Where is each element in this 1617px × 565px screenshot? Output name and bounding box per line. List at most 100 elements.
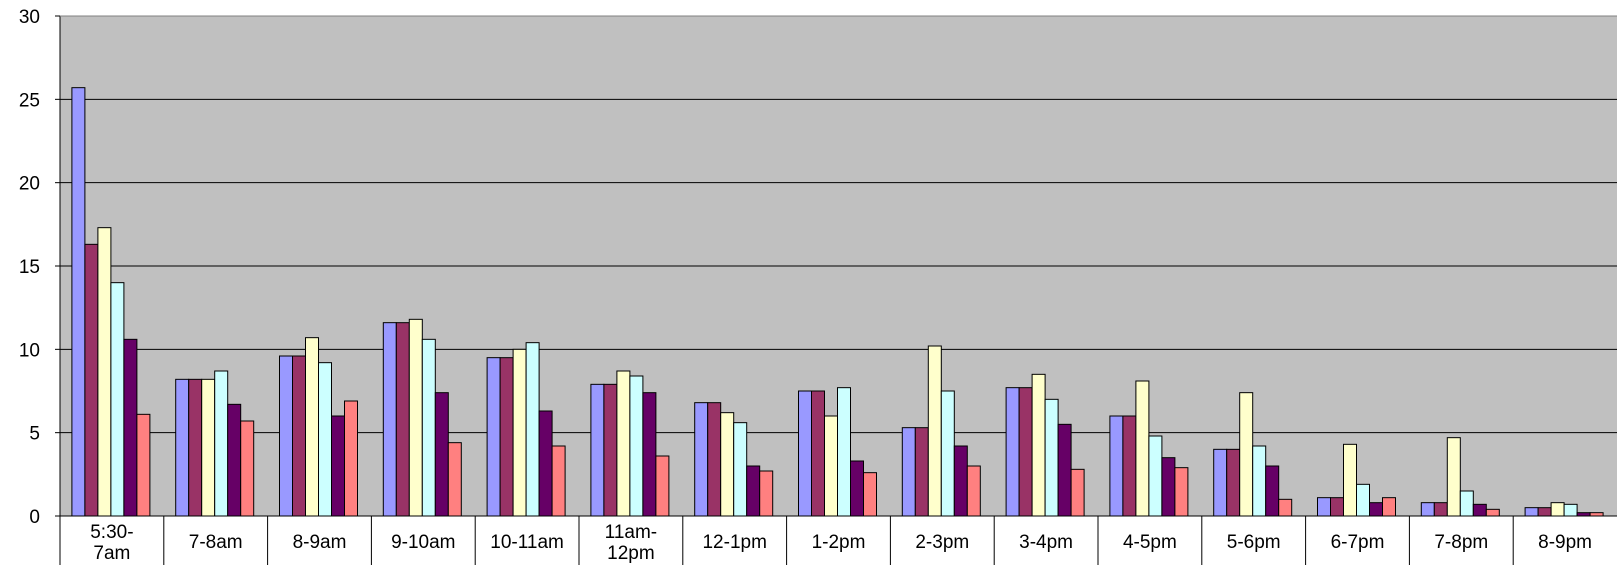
bar bbox=[201, 378, 216, 517]
bar bbox=[382, 322, 397, 517]
bar bbox=[1537, 507, 1552, 517]
bar bbox=[655, 455, 670, 517]
bar bbox=[71, 87, 86, 517]
x-tick-label: 12-1pm bbox=[702, 532, 766, 553]
bar bbox=[512, 348, 527, 517]
x-tick-label: 12pm bbox=[607, 543, 655, 564]
bar bbox=[331, 415, 345, 517]
bar bbox=[901, 427, 916, 517]
bar bbox=[175, 378, 190, 517]
y-tick-label: 10 bbox=[19, 340, 40, 361]
bar bbox=[1148, 435, 1163, 517]
bar bbox=[694, 402, 709, 517]
bar bbox=[798, 390, 812, 517]
y-tick-label: 20 bbox=[19, 174, 40, 195]
bar bbox=[1109, 415, 1124, 517]
bar bbox=[629, 375, 644, 517]
bar bbox=[292, 355, 306, 517]
bar bbox=[434, 392, 449, 517]
bar bbox=[240, 420, 255, 517]
y-tick-label: 0 bbox=[29, 507, 40, 528]
bar bbox=[538, 410, 553, 517]
bar bbox=[551, 445, 566, 517]
bar bbox=[1057, 423, 1072, 517]
bar bbox=[720, 412, 735, 517]
bar bbox=[279, 355, 293, 517]
bar bbox=[850, 460, 864, 517]
y-axis-tick-labels: 0 5 10 15 20 25 30 bbox=[19, 7, 40, 528]
x-tick-label: 7-8am bbox=[189, 532, 243, 553]
x-axis-category-labels: 5:30-7am 7-8am 8-9am 9-10am 10-11am 11am-12pm… bbox=[90, 522, 1592, 564]
x-tick-label: 10-11am bbox=[490, 532, 564, 553]
bar bbox=[214, 370, 229, 517]
bar bbox=[421, 338, 436, 517]
x-tick-label: 8-9pm bbox=[1538, 532, 1592, 553]
bar bbox=[1446, 437, 1461, 517]
bar bbox=[1031, 373, 1046, 517]
x-tick-label: 11am- bbox=[605, 522, 657, 543]
bar bbox=[642, 392, 657, 517]
bar bbox=[1563, 503, 1578, 517]
bar bbox=[1252, 445, 1267, 517]
x-tick-label: 5-6pm bbox=[1227, 532, 1281, 553]
bar bbox=[824, 415, 838, 517]
bar bbox=[84, 243, 99, 517]
bar bbox=[318, 362, 332, 517]
bar bbox=[1018, 387, 1033, 517]
bar bbox=[123, 338, 138, 517]
bar bbox=[590, 383, 605, 517]
bar bbox=[1356, 483, 1370, 517]
bar bbox=[1317, 497, 1331, 517]
bar bbox=[1070, 468, 1085, 517]
axes bbox=[55, 15, 1617, 565]
bar bbox=[1343, 443, 1357, 517]
bar bbox=[863, 472, 877, 517]
bar bbox=[1161, 457, 1176, 517]
bar bbox=[953, 445, 968, 517]
bar bbox=[811, 390, 825, 517]
bar bbox=[525, 342, 540, 517]
bar bbox=[1550, 502, 1565, 517]
bar bbox=[927, 345, 942, 517]
bar bbox=[188, 378, 203, 517]
bar bbox=[1369, 502, 1383, 517]
bar bbox=[707, 402, 722, 517]
bar bbox=[395, 322, 410, 517]
bar bbox=[1005, 387, 1020, 517]
bar bbox=[1433, 502, 1448, 517]
bar bbox=[1174, 467, 1189, 517]
bar bbox=[940, 390, 955, 517]
bar bbox=[408, 318, 423, 517]
x-tick-label: 1-2pm bbox=[812, 532, 866, 553]
bar bbox=[1265, 465, 1280, 517]
y-tick-label: 25 bbox=[19, 90, 40, 111]
x-tick-label: 5:30- bbox=[90, 522, 133, 543]
bar bbox=[1330, 497, 1344, 517]
x-tick-label: 2-3pm bbox=[915, 532, 969, 553]
bar bbox=[305, 337, 319, 517]
bar bbox=[1420, 502, 1435, 517]
y-tick-label: 15 bbox=[19, 257, 40, 278]
bar bbox=[1382, 497, 1396, 517]
bar bbox=[499, 357, 514, 517]
bar bbox=[227, 403, 242, 517]
bar bbox=[1044, 398, 1059, 517]
bar bbox=[1135, 380, 1150, 517]
bar bbox=[344, 400, 358, 517]
bars bbox=[71, 87, 1604, 517]
x-tick-label: 6-7pm bbox=[1331, 532, 1385, 553]
y-tick-label: 30 bbox=[19, 7, 40, 28]
bar bbox=[486, 357, 501, 517]
bar bbox=[603, 383, 618, 517]
bar bbox=[914, 427, 929, 517]
x-tick-label: 7am bbox=[93, 543, 130, 564]
bar bbox=[837, 387, 851, 517]
bar bbox=[1226, 448, 1241, 517]
bar bbox=[1122, 415, 1137, 517]
bar bbox=[97, 227, 112, 517]
bar bbox=[1485, 508, 1500, 517]
x-tick-label: 9-10am bbox=[391, 532, 455, 553]
bar bbox=[759, 470, 774, 517]
bar bbox=[746, 465, 761, 517]
